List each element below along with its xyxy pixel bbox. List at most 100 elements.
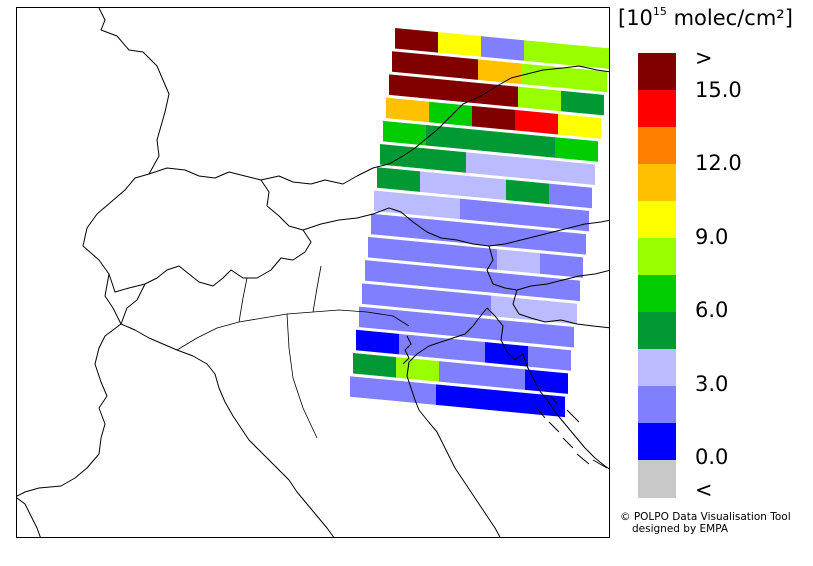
- swath-pixel: [469, 129, 512, 154]
- map-panel: [16, 7, 610, 538]
- swath-pixel: [423, 148, 466, 173]
- swath-pixel: [475, 82, 518, 108]
- swath-pixel: [537, 276, 580, 302]
- swath-pixel: [525, 369, 568, 394]
- swath-pixel: [442, 337, 485, 363]
- colorbar-segment: [638, 127, 676, 165]
- credit-line-1: © POLPO Data Visualisation Tool: [620, 511, 791, 523]
- colorbar-label-3: 3.0: [695, 372, 729, 396]
- colorbar-segment: [638, 90, 676, 128]
- colorbar-segment: [638, 386, 676, 424]
- swath-pixel: [417, 194, 460, 220]
- swath-pixel: [395, 28, 438, 53]
- swath-pixel: [478, 59, 521, 84]
- unit-base: [10: [618, 6, 653, 30]
- swath-pixel: [454, 245, 497, 270]
- swath-pixel: [546, 206, 589, 232]
- swath-pixel: [567, 44, 609, 69]
- swath-pixel: [543, 230, 586, 255]
- swath-pixel: [362, 283, 405, 308]
- swath-pixel: [396, 357, 439, 382]
- swath-pixel: [558, 113, 601, 139]
- swath-pixel: [439, 361, 482, 386]
- swath-pixel: [457, 221, 500, 247]
- swath-pixel: [350, 376, 393, 401]
- swath-pixel: [552, 160, 595, 185]
- border-croatia: [512, 289, 609, 329]
- credit-line-2: designed by EMPA: [632, 523, 729, 535]
- swath-pixel: [393, 380, 436, 405]
- border-slovenia: [486, 245, 609, 291]
- swath-pixel: [472, 105, 515, 131]
- swath-pixel: [534, 299, 577, 325]
- swath-pixel: [386, 97, 429, 123]
- swath-pixel: [371, 213, 414, 239]
- swath-pixel: [531, 322, 574, 348]
- border-italy-west: [120, 283, 146, 325]
- swath-pixel: [518, 86, 561, 112]
- colorbar-label-6: 6.0: [695, 298, 729, 322]
- swath-pixel: [500, 225, 543, 251]
- swath-pixel: [414, 217, 457, 243]
- swath-pixel: [515, 109, 558, 135]
- swath-pixel: [481, 36, 524, 61]
- swath-pixel: [436, 384, 479, 409]
- swath-pixel: [448, 291, 491, 317]
- swath-pixel: [359, 306, 402, 332]
- colorbar-segment: [638, 238, 676, 276]
- swath-pixel: [445, 314, 488, 340]
- swath-pixel: [491, 295, 534, 321]
- swath-pixel: [420, 171, 463, 196]
- swath-pixel: [411, 241, 454, 266]
- swath-pixel: [460, 198, 503, 224]
- swath-pixel: [429, 101, 472, 127]
- coast-corsica: [17, 497, 41, 537]
- swath-pixel: [463, 175, 506, 201]
- border-switzerland: [108, 167, 312, 293]
- swath-pixel: [368, 236, 411, 262]
- unit-exponent: 15: [652, 5, 667, 18]
- swath-pixel: [353, 353, 396, 378]
- swath-pixel: [564, 67, 607, 93]
- colorbar-label-15: 15.0: [695, 78, 742, 102]
- colorbar-segment: [638, 201, 676, 239]
- colorbar-label-above: >: [695, 46, 713, 70]
- swath-pixel: [485, 342, 528, 367]
- islands-croatia: [536, 395, 608, 469]
- swath-pixel: [497, 249, 540, 274]
- colorbar-label-0: 0.0: [695, 445, 729, 469]
- border-france-north: [17, 8, 170, 497]
- colorbar-segment: [638, 423, 676, 461]
- map-canvas: [17, 8, 609, 537]
- swath-pixel: [512, 133, 555, 158]
- colorbar-segment: [638, 275, 676, 313]
- swath-pixel: [506, 179, 549, 205]
- unit-rest: molec/cm²]: [666, 6, 793, 30]
- colorbar-label-9: 9.0: [695, 225, 729, 249]
- coast-po-delta: [402, 335, 412, 365]
- swath-pixel: [521, 63, 564, 89]
- swath-pixel: [399, 333, 442, 359]
- swath-pixel: [426, 124, 469, 150]
- swath-pixel: [438, 32, 481, 57]
- coast-liguria: [120, 323, 335, 537]
- colorbar-label-12: 12.0: [695, 151, 742, 175]
- satellite-swath: [350, 28, 609, 418]
- colorbar-segment: [638, 53, 676, 91]
- credit-text: © POLPO Data Visualisation Tool designed…: [620, 511, 791, 535]
- swath-pixel: [356, 329, 399, 355]
- colorbar-segment: [638, 312, 676, 350]
- swath-pixel: [451, 268, 494, 293]
- colorbar-segment: [638, 164, 676, 202]
- swath-pixel: [374, 190, 417, 216]
- swath-pixel: [408, 264, 451, 289]
- swath-pixel: [365, 260, 408, 285]
- swath-pixel: [524, 40, 567, 65]
- swath-pixel: [528, 346, 571, 371]
- swath-pixel: [389, 74, 432, 100]
- swath-pixel: [466, 152, 509, 177]
- swath-pixel: [479, 388, 522, 414]
- colorbar: [638, 53, 676, 498]
- border-germany-austria: [260, 65, 609, 185]
- coast-istria: [486, 307, 609, 470]
